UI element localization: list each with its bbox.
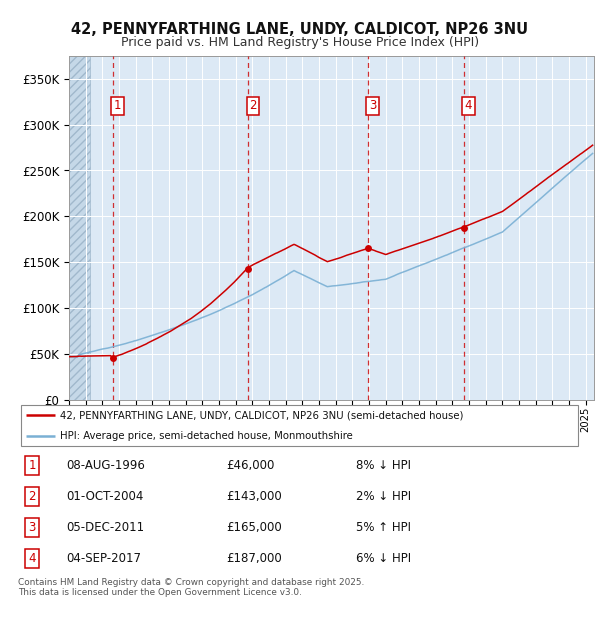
Text: 4: 4 — [465, 99, 472, 112]
Text: 2% ↓ HPI: 2% ↓ HPI — [356, 490, 412, 503]
Text: 01-OCT-2004: 01-OCT-2004 — [66, 490, 143, 503]
Text: £165,000: £165,000 — [227, 521, 283, 534]
Text: 3: 3 — [369, 99, 376, 112]
Text: 1: 1 — [114, 99, 121, 112]
Text: 05-DEC-2011: 05-DEC-2011 — [66, 521, 144, 534]
Text: £143,000: £143,000 — [227, 490, 283, 503]
Text: £187,000: £187,000 — [227, 552, 283, 565]
Text: 2: 2 — [28, 490, 36, 503]
Text: 6% ↓ HPI: 6% ↓ HPI — [356, 552, 412, 565]
Text: 3: 3 — [28, 521, 36, 534]
Text: 08-AUG-1996: 08-AUG-1996 — [66, 459, 145, 472]
Text: 1: 1 — [28, 459, 36, 472]
Text: 42, PENNYFARTHING LANE, UNDY, CALDICOT, NP26 3NU: 42, PENNYFARTHING LANE, UNDY, CALDICOT, … — [71, 22, 529, 37]
Text: 4: 4 — [28, 552, 36, 565]
Bar — [69, 56, 90, 400]
Text: 5% ↑ HPI: 5% ↑ HPI — [356, 521, 412, 534]
Text: Price paid vs. HM Land Registry's House Price Index (HPI): Price paid vs. HM Land Registry's House … — [121, 36, 479, 49]
Text: 04-SEP-2017: 04-SEP-2017 — [66, 552, 141, 565]
FancyBboxPatch shape — [21, 405, 578, 446]
Text: 8% ↓ HPI: 8% ↓ HPI — [356, 459, 412, 472]
Text: HPI: Average price, semi-detached house, Monmouthshire: HPI: Average price, semi-detached house,… — [60, 430, 353, 441]
Text: 2: 2 — [250, 99, 257, 112]
Text: £46,000: £46,000 — [227, 459, 275, 472]
Text: 42, PENNYFARTHING LANE, UNDY, CALDICOT, NP26 3NU (semi-detached house): 42, PENNYFARTHING LANE, UNDY, CALDICOT, … — [60, 410, 464, 420]
Text: Contains HM Land Registry data © Crown copyright and database right 2025.
This d: Contains HM Land Registry data © Crown c… — [18, 578, 364, 597]
